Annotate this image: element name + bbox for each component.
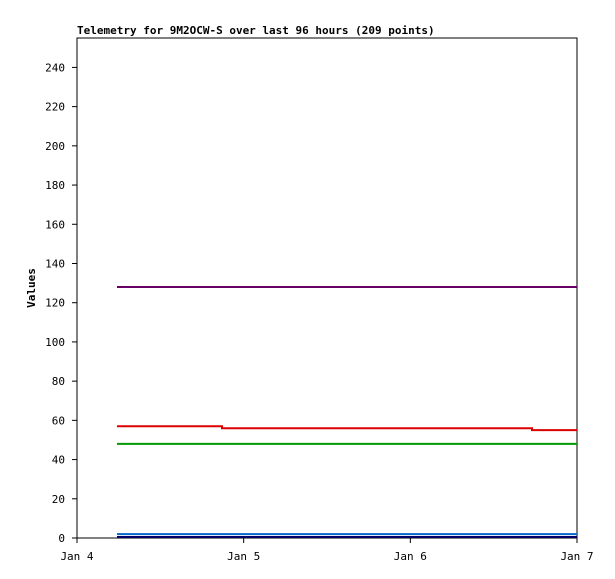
- y-tick-label: 60: [52, 414, 65, 427]
- y-tick-label: 200: [45, 140, 65, 153]
- y-tick-label: 140: [45, 257, 65, 270]
- y-tick-label: 80: [52, 375, 65, 388]
- y-tick-label: 120: [45, 297, 65, 310]
- y-tick-label: 180: [45, 179, 65, 192]
- x-tick-label: Jan 6: [394, 550, 427, 563]
- y-tick-label: 160: [45, 218, 65, 231]
- chart-title: Telemetry for 9M2OCW-S over last 96 hour…: [77, 24, 435, 37]
- x-tick-label: Jan 7: [560, 550, 593, 563]
- y-tick-label: 240: [45, 61, 65, 74]
- y-tick-label: 40: [52, 454, 65, 467]
- y-tick-label: 220: [45, 101, 65, 114]
- series-line: [117, 425, 577, 432]
- y-tick-label: 20: [52, 493, 65, 506]
- y-tick-label: 100: [45, 336, 65, 349]
- y-tick-label: 0: [58, 532, 65, 545]
- y-axis-label: Values: [25, 268, 38, 308]
- x-tick-label: Jan 5: [227, 550, 260, 563]
- x-tick-label: Jan 4: [60, 550, 93, 563]
